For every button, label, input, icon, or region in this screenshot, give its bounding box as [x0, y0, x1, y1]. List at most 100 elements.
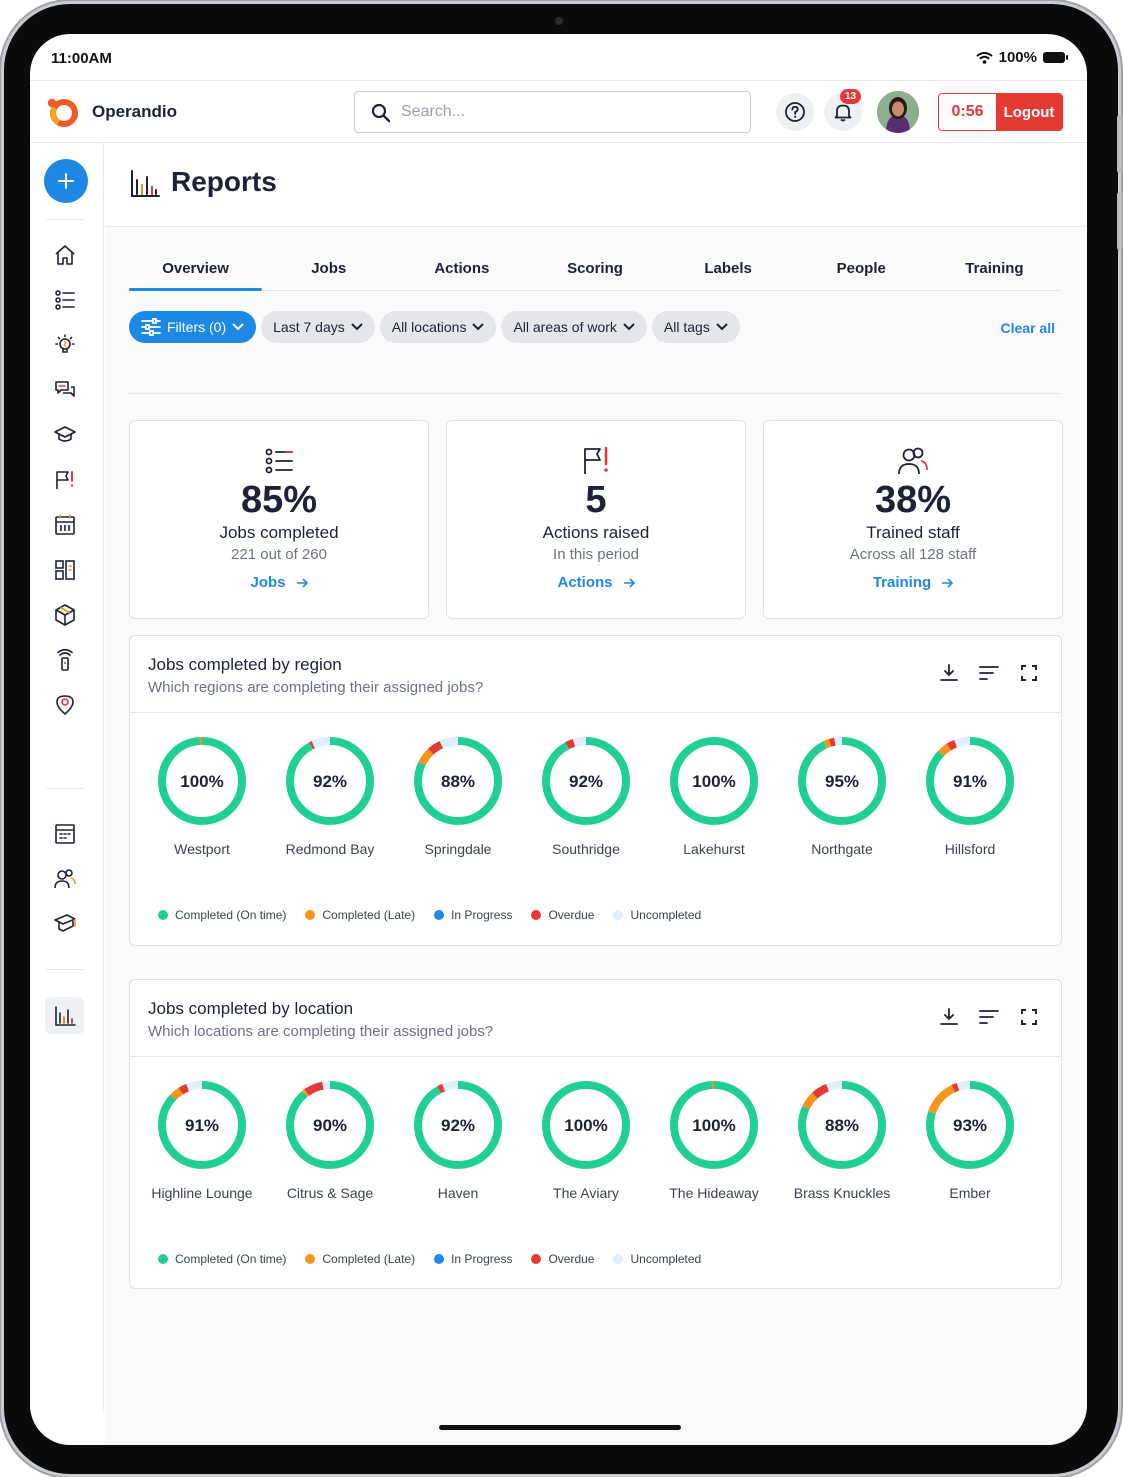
chevron-down-icon — [351, 323, 363, 331]
donut-label: Westport — [174, 841, 230, 857]
fullscreen-button[interactable] — [1019, 663, 1039, 683]
sidebar-item-people[interactable] — [50, 864, 80, 894]
donut-chart[interactable]: 92% Haven — [394, 1077, 522, 1201]
donut-chart[interactable]: 91% Highline Lounge — [138, 1077, 266, 1201]
on-time-segment — [670, 737, 758, 825]
sidebar-item-reports[interactable] — [45, 997, 84, 1034]
in-progress-dot — [434, 910, 445, 920]
donut-value: 95% — [825, 772, 859, 791]
chevron-down-icon — [472, 323, 485, 331]
tab-overview[interactable]: Overview — [129, 251, 263, 291]
sidebar-item-calendar[interactable] — [50, 510, 80, 540]
donut-chart[interactable]: 100% The Hideaway — [650, 1077, 778, 1201]
donut-chart[interactable]: 92% Southridge — [522, 733, 650, 857]
help-icon — [785, 102, 805, 122]
user-avatar[interactable] — [877, 91, 919, 133]
location-panel: Jobs completed by location Which locatio… — [129, 979, 1062, 1289]
donut-chart[interactable]: 100% Westport — [138, 733, 266, 857]
sidebar-item-courses[interactable] — [50, 909, 80, 939]
actions-link[interactable]: Actions — [447, 574, 745, 591]
sidebar-item-home[interactable] — [50, 240, 80, 270]
bell-icon — [834, 104, 852, 122]
filters-button[interactable]: Filters (0) — [129, 311, 257, 343]
fullscreen-icon — [1021, 665, 1037, 681]
donut-chart[interactable]: 100% The Aviary — [522, 1077, 650, 1201]
tab-scoring[interactable]: Scoring — [567, 260, 623, 277]
tags-dropdown[interactable]: All tags — [651, 311, 740, 343]
donut-ring: 92% — [542, 737, 630, 825]
download-button[interactable] — [939, 663, 959, 683]
sidebar-item-ideas[interactable] — [50, 330, 80, 360]
tab-labels[interactable]: Labels — [704, 260, 752, 277]
link-label: Jobs — [250, 574, 286, 591]
calendar-icon — [55, 514, 75, 535]
graduation-cap-icon — [54, 426, 76, 442]
fullscreen-button[interactable] — [1019, 1007, 1039, 1027]
sidebar-item-actions[interactable] — [50, 465, 80, 495]
brand-name: Operandio — [92, 102, 178, 121]
stat-value: 5 — [585, 479, 607, 521]
sort-button[interactable] — [979, 1007, 999, 1027]
arrow-right-icon — [296, 577, 308, 588]
flag-icon — [584, 446, 608, 474]
stat-subtext: Across all 128 staff — [849, 546, 977, 563]
uncompleted-segment — [798, 737, 886, 825]
sidebar-item-assets[interactable] — [50, 600, 80, 630]
tab-people[interactable]: People — [836, 260, 886, 277]
donut-label: Citrus & Sage — [286, 1185, 374, 1201]
legend-label: Uncompleted — [630, 908, 702, 922]
sidebar-item-sensors[interactable] — [50, 645, 80, 675]
tab-training[interactable]: Training — [965, 260, 1024, 277]
notifications-button[interactable]: 13 — [824, 89, 862, 131]
sidebar-item-dashboard[interactable] — [50, 555, 80, 585]
sort-button[interactable] — [979, 663, 999, 683]
region-panel: Jobs completed by region Which regions a… — [129, 635, 1062, 946]
sidebar-item-chat[interactable] — [50, 375, 80, 405]
donut-label: Haven — [437, 1185, 479, 1201]
donut-ring: 88% — [414, 737, 502, 825]
donut-ring: 93% — [926, 1081, 1014, 1169]
legend-item: In Progress — [434, 908, 512, 922]
sidebar-item-jobs[interactable] — [50, 285, 80, 315]
locations-dropdown[interactable]: All locations — [379, 311, 497, 343]
create-button[interactable] — [44, 159, 88, 203]
download-button[interactable] — [939, 1007, 959, 1027]
tags-label: All tags — [663, 319, 710, 335]
volume-down-button — [1117, 192, 1122, 250]
uncompleted-segment — [414, 1081, 502, 1169]
tab-jobs[interactable]: Jobs — [311, 260, 347, 277]
training-link[interactable]: Training — [764, 574, 1062, 591]
donut-chart[interactable]: 100% Lakehurst — [650, 733, 778, 857]
donut-chart[interactable]: 88% Springdale — [394, 733, 522, 857]
page-header: Reports — [105, 143, 1087, 227]
search-box[interactable] — [354, 91, 751, 133]
donut-label: Redmond Bay — [285, 841, 375, 857]
search-icon — [371, 103, 391, 123]
search-input[interactable] — [401, 100, 731, 124]
stat-value: 38% — [874, 479, 952, 521]
donut-chart[interactable]: 93% Ember — [906, 1077, 1034, 1201]
page-title: Reports — [171, 166, 277, 197]
tab-actions[interactable]: Actions — [434, 260, 490, 277]
donut-chart[interactable]: 90% Citrus & Sage — [266, 1077, 394, 1201]
operandio-logo[interactable] — [45, 95, 79, 129]
logout-button[interactable]: Logout — [996, 94, 1062, 130]
help-button[interactable] — [776, 93, 814, 131]
period-dropdown[interactable]: Last 7 days — [261, 311, 375, 343]
sidebar-item-schedule[interactable] — [50, 819, 80, 849]
donut-label: Lakehurst — [683, 841, 745, 857]
people-icon — [898, 447, 928, 475]
areas-dropdown[interactable]: All areas of work — [501, 311, 647, 343]
donut-chart[interactable]: 92% Redmond Bay — [266, 733, 394, 857]
sidebar-item-locations[interactable] — [50, 690, 80, 720]
chart-legend: Completed (On time) Completed (Late) In … — [158, 1252, 701, 1266]
uncompleted-segment — [926, 1081, 1014, 1169]
clear-all-link[interactable]: Clear all — [1000, 320, 1055, 336]
donut-chart[interactable]: 88% Brass Knuckles — [778, 1077, 906, 1201]
donut-chart[interactable]: 95% Northgate — [778, 733, 906, 857]
sidebar-item-training[interactable] — [50, 420, 80, 450]
sidebar-divider — [46, 969, 84, 970]
donut-chart[interactable]: 91% Hillsford — [906, 733, 1034, 857]
legend-label: Uncompleted — [630, 1252, 702, 1266]
jobs-link[interactable]: Jobs — [130, 574, 428, 591]
